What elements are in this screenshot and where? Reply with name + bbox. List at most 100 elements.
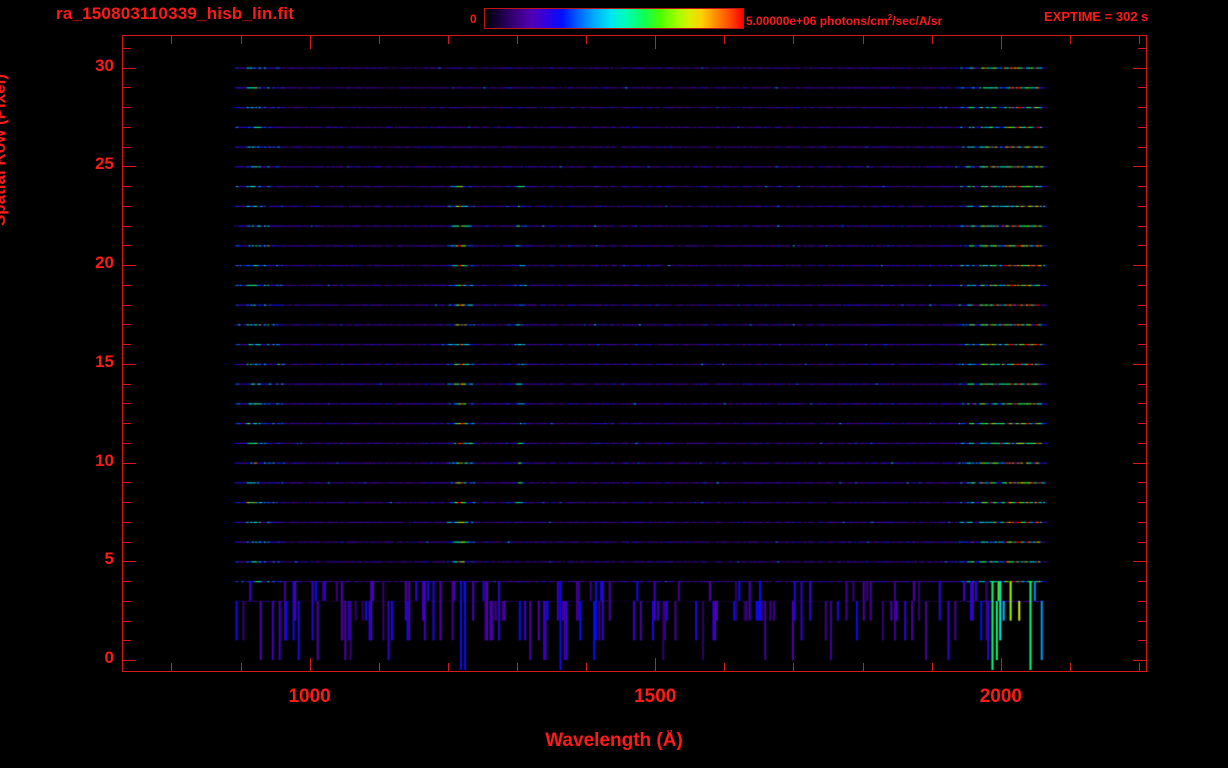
spectrogram-image — [123, 36, 1146, 671]
x-major-tick-top — [655, 36, 657, 49]
exposure-time-label: EXPTIME = 302 s — [1044, 9, 1149, 24]
y-major-tick — [123, 561, 136, 563]
y-minor-tick-right — [1138, 304, 1146, 306]
x-tick-label: 1500 — [634, 686, 677, 707]
x-minor-tick-top — [724, 36, 726, 44]
y-minor-tick-right — [1138, 126, 1146, 128]
y-minor-tick — [123, 640, 131, 642]
y-major-tick-right — [1133, 660, 1146, 662]
x-minor-tick-top — [447, 36, 449, 44]
colorbar: 0 5.00000e+06 photons/cm2/sec/A/sr — [470, 6, 942, 30]
x-major-tick-top — [309, 36, 311, 49]
y-minor-tick-right — [1138, 502, 1146, 504]
colorbar-units-pre: photons/cm — [816, 14, 888, 28]
y-axis-title: Spatial Row (Pixel) — [0, 73, 9, 227]
y-tick-label: 15 — [95, 351, 114, 371]
x-minor-tick — [378, 663, 380, 671]
y-minor-tick-right — [1138, 541, 1146, 543]
x-minor-tick-top — [240, 36, 242, 44]
y-major-tick-right — [1133, 462, 1146, 464]
y-minor-tick-right — [1138, 225, 1146, 227]
y-minor-tick — [123, 383, 131, 385]
x-major-tick — [655, 658, 657, 671]
y-tick-label: 20 — [95, 253, 114, 273]
x-minor-tick-top — [1069, 36, 1071, 44]
y-minor-tick — [123, 47, 131, 49]
y-minor-tick — [123, 502, 131, 504]
plot-frame — [122, 35, 1147, 672]
colorbar-units-post: /sec/A/sr — [892, 14, 943, 28]
y-minor-tick — [123, 225, 131, 227]
y-minor-tick-right — [1138, 581, 1146, 583]
y-major-tick-right — [1133, 561, 1146, 563]
y-minor-tick-right — [1138, 383, 1146, 385]
y-tick-label: 30 — [95, 55, 114, 75]
y-minor-tick — [123, 541, 131, 543]
x-minor-tick — [1069, 663, 1071, 671]
y-minor-tick — [123, 107, 131, 109]
y-tick-label: 5 — [104, 549, 114, 569]
y-tick-label: 25 — [95, 154, 114, 174]
page-title: ra_150803110339_hisb_lin.fit — [56, 4, 295, 23]
y-minor-tick — [123, 126, 131, 128]
x-minor-tick-top — [793, 36, 795, 44]
y-minor-tick — [123, 344, 131, 346]
y-minor-tick-right — [1138, 284, 1146, 286]
y-minor-tick — [123, 581, 131, 583]
y-minor-tick — [123, 284, 131, 286]
x-minor-tick — [447, 663, 449, 671]
y-major-tick-right — [1133, 67, 1146, 69]
x-axis-title: Wavelength (Å) — [545, 730, 683, 751]
x-tick-label: 1000 — [288, 686, 331, 707]
y-axis-labels: 0 5 10 15 20 25 30 — [0, 0, 114, 768]
x-minor-tick-top — [931, 36, 933, 44]
y-minor-tick-right — [1138, 47, 1146, 49]
y-minor-tick — [123, 304, 131, 306]
y-minor-tick-right — [1138, 245, 1146, 247]
y-minor-tick-right — [1138, 344, 1146, 346]
x-major-tick-top — [1000, 36, 1002, 49]
x-minor-tick — [171, 663, 173, 671]
y-minor-tick-right — [1138, 482, 1146, 484]
x-minor-tick — [240, 663, 242, 671]
x-minor-tick-top — [862, 36, 864, 44]
y-major-tick — [123, 166, 136, 168]
x-minor-tick — [1139, 663, 1141, 671]
y-tick-label: 0 — [104, 648, 114, 668]
y-minor-tick — [123, 186, 131, 188]
y-minor-tick — [123, 442, 131, 444]
y-minor-tick-right — [1138, 600, 1146, 602]
x-minor-tick — [931, 663, 933, 671]
y-major-tick — [123, 660, 136, 662]
y-minor-tick — [123, 205, 131, 207]
x-minor-tick — [862, 663, 864, 671]
y-minor-tick-right — [1138, 423, 1146, 425]
colorbar-max-label: 5.00000e+06 photons/cm2/sec/A/sr — [746, 13, 942, 28]
y-minor-tick-right — [1138, 205, 1146, 207]
colorbar-max-value: 5.00000e+06 — [746, 14, 817, 28]
y-minor-tick-right — [1138, 146, 1146, 148]
y-minor-tick — [123, 600, 131, 602]
x-minor-tick-top — [586, 36, 588, 44]
y-minor-tick-right — [1138, 87, 1146, 89]
x-tick-label: 2000 — [979, 686, 1022, 707]
y-major-tick — [123, 462, 136, 464]
y-minor-tick — [123, 245, 131, 247]
y-major-tick — [123, 67, 136, 69]
y-minor-tick — [123, 324, 131, 326]
y-minor-tick-right — [1138, 324, 1146, 326]
x-minor-tick — [516, 663, 518, 671]
x-minor-tick — [724, 663, 726, 671]
y-minor-tick-right — [1138, 620, 1146, 622]
y-minor-tick — [123, 146, 131, 148]
y-minor-tick-right — [1138, 186, 1146, 188]
y-major-tick-right — [1133, 363, 1146, 365]
y-minor-tick-right — [1138, 521, 1146, 523]
y-minor-tick-right — [1138, 107, 1146, 109]
x-minor-tick-top — [516, 36, 518, 44]
y-minor-tick — [123, 423, 131, 425]
y-minor-tick-right — [1138, 403, 1146, 405]
x-minor-tick-top — [171, 36, 173, 44]
x-minor-tick-top — [378, 36, 380, 44]
